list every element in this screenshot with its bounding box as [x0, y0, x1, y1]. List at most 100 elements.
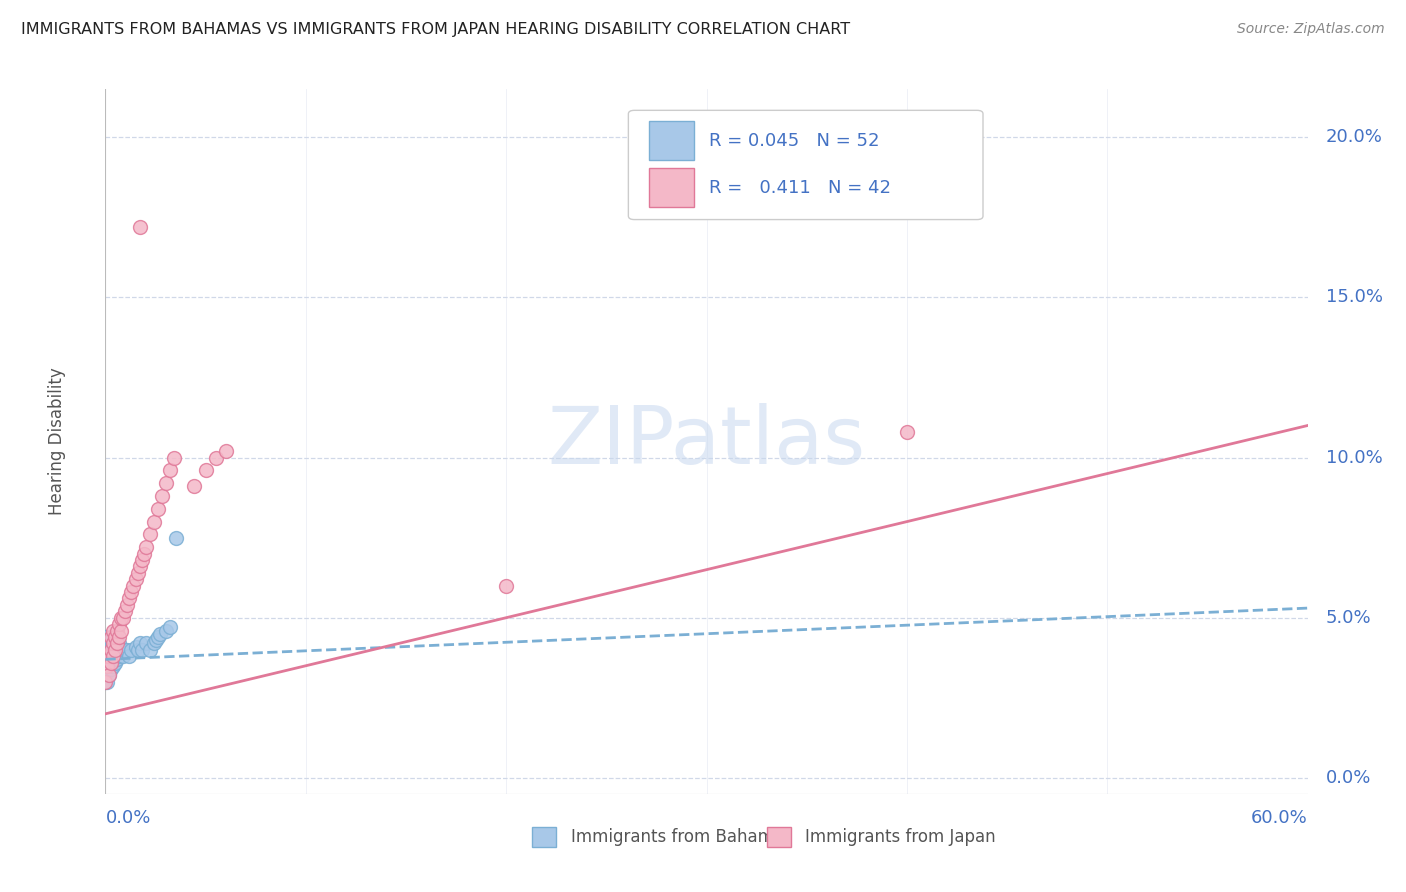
FancyBboxPatch shape: [648, 169, 695, 207]
Point: [110, 610, 132, 624]
Point: [108, 630, 131, 644]
Point: [96, 656, 118, 670]
Point: [146, 501, 169, 516]
Point: [145, 633, 167, 648]
Point: [117, 642, 139, 657]
Point: [204, 450, 226, 465]
Point: [183, 479, 205, 493]
Point: [98, 633, 121, 648]
Text: IMMIGRANTS FROM BAHAMAS VS IMMIGRANTS FROM JAPAN HEARING DISABILITY CORRELATION : IMMIGRANTS FROM BAHAMAS VS IMMIGRANTS FR…: [21, 22, 851, 37]
Point: [117, 598, 139, 612]
Point: [131, 553, 153, 567]
Text: 10.0%: 10.0%: [1326, 449, 1382, 467]
Point: [96, 649, 118, 664]
Point: [128, 219, 150, 234]
Point: [159, 620, 181, 634]
Point: [108, 649, 131, 664]
Point: [118, 591, 141, 606]
Point: [96, 649, 118, 664]
Text: 15.0%: 15.0%: [1326, 288, 1382, 306]
Point: [98, 668, 121, 682]
Point: [148, 626, 170, 640]
Text: R = 0.045   N = 52: R = 0.045 N = 52: [709, 132, 879, 150]
Point: [100, 642, 122, 657]
Point: [214, 444, 236, 458]
Text: 20.0%: 20.0%: [1326, 128, 1382, 146]
Point: [96, 665, 118, 680]
Point: [94, 674, 117, 689]
Point: [98, 668, 121, 682]
Point: [165, 531, 187, 545]
Point: [124, 640, 146, 654]
Point: [104, 642, 127, 657]
Point: [96, 633, 118, 648]
Point: [131, 642, 153, 657]
Point: [146, 630, 169, 644]
Point: [94, 636, 117, 650]
Point: [98, 658, 121, 673]
Point: [127, 642, 149, 657]
Point: [495, 579, 517, 593]
Point: [162, 450, 184, 465]
Point: [112, 649, 135, 664]
Point: [114, 642, 136, 657]
Point: [94, 668, 117, 682]
Point: [112, 610, 135, 624]
Point: [94, 662, 117, 676]
Point: [118, 649, 141, 664]
Text: 60.0%: 60.0%: [1251, 809, 1308, 828]
Point: [159, 463, 181, 477]
Point: [94, 656, 117, 670]
Point: [107, 636, 129, 650]
Point: [135, 636, 157, 650]
Point: [98, 649, 121, 664]
Point: [100, 652, 122, 666]
Point: [138, 642, 160, 657]
Point: [128, 559, 150, 574]
Point: [103, 636, 125, 650]
Point: [98, 649, 121, 664]
Point: [103, 649, 125, 664]
Text: Immigrants from Bahamas: Immigrants from Bahamas: [571, 828, 793, 846]
Point: [100, 656, 122, 670]
Point: [107, 652, 129, 666]
Text: Hearing Disability: Hearing Disability: [48, 368, 66, 516]
Point: [104, 656, 127, 670]
Point: [155, 476, 177, 491]
FancyBboxPatch shape: [766, 827, 790, 847]
Point: [108, 617, 131, 632]
Point: [132, 547, 155, 561]
Point: [100, 630, 122, 644]
Point: [108, 636, 131, 650]
Point: [110, 624, 132, 638]
FancyBboxPatch shape: [628, 111, 983, 219]
Point: [122, 579, 145, 593]
Point: [127, 566, 149, 580]
Point: [94, 630, 117, 644]
Text: 0.0%: 0.0%: [105, 809, 150, 828]
Point: [128, 636, 150, 650]
Point: [150, 489, 173, 503]
Point: [135, 540, 157, 554]
Point: [121, 585, 143, 599]
Text: Source: ZipAtlas.com: Source: ZipAtlas.com: [1237, 22, 1385, 37]
Text: R =   0.411   N = 42: R = 0.411 N = 42: [709, 179, 891, 197]
Point: [138, 527, 160, 541]
Text: 5.0%: 5.0%: [1326, 608, 1371, 627]
Point: [103, 658, 125, 673]
Point: [142, 636, 165, 650]
Text: 0.0%: 0.0%: [1326, 769, 1371, 787]
Text: Immigrants from Japan: Immigrants from Japan: [806, 828, 995, 846]
Point: [104, 630, 127, 644]
Point: [103, 649, 125, 664]
Point: [96, 642, 118, 657]
Point: [100, 662, 122, 676]
Point: [107, 624, 129, 638]
Point: [103, 636, 125, 650]
Point: [194, 463, 217, 477]
Point: [155, 624, 177, 638]
Point: [96, 658, 118, 673]
Point: [104, 633, 127, 648]
FancyBboxPatch shape: [648, 121, 695, 160]
Text: ZIPatlas: ZIPatlas: [547, 402, 866, 481]
